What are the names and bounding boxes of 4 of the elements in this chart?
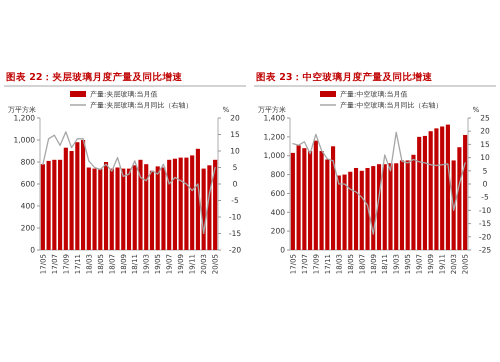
chart-title: 图表 22：夹层玻璃月度产量及同比增速 (6, 71, 184, 83)
chart-title: 图表 23：中空玻璃月度产量及同比增速 (256, 71, 434, 83)
line-series (292, 132, 466, 235)
line-series (42, 131, 216, 234)
